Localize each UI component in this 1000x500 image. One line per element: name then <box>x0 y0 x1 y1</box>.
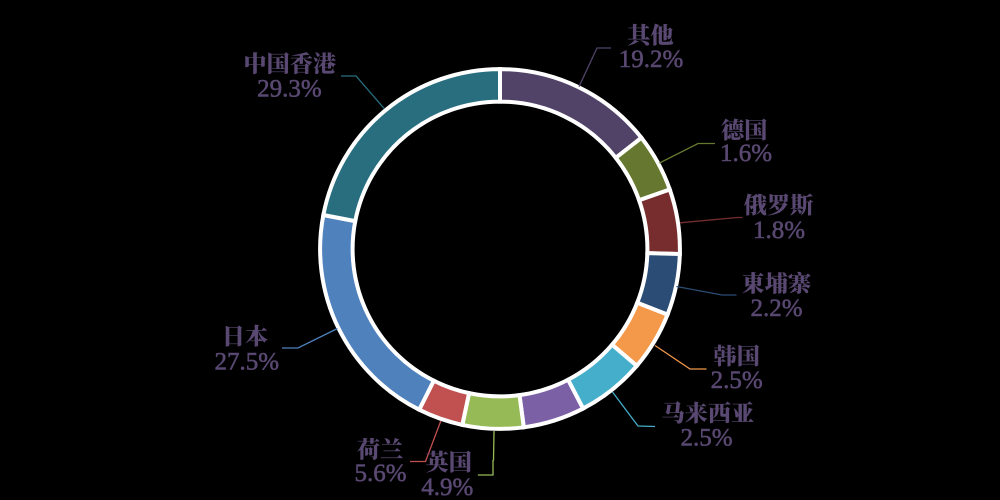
svg-text:1.6%: 1.6% <box>720 140 772 167</box>
svg-text:4.9%: 4.9% <box>421 474 473 500</box>
svg-text:1.8%: 1.8% <box>753 217 805 244</box>
svg-text:29.3%: 29.3% <box>257 75 322 102</box>
svg-text:2.5%: 2.5% <box>681 425 733 452</box>
svg-text:2.5%: 2.5% <box>711 367 763 394</box>
svg-text:19.2%: 19.2% <box>619 46 684 73</box>
svg-text:5.6%: 5.6% <box>355 460 407 487</box>
svg-text:2.2%: 2.2% <box>750 295 802 322</box>
svg-text:27.5%: 27.5% <box>215 348 280 375</box>
